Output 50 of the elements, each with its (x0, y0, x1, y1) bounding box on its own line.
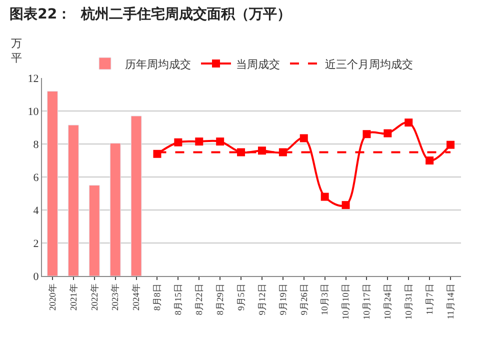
legend-label: 当周成交 (236, 58, 280, 71)
x-tick-label: 9月5日 (236, 284, 246, 311)
bar (130, 116, 142, 276)
x-tick-label: 2024年 (131, 284, 142, 311)
point (446, 140, 455, 149)
point (195, 138, 204, 146)
x-tick-label: 9月12日 (256, 284, 267, 316)
y-tick-label: 2 (33, 238, 39, 250)
x-tick-label: 2020年 (47, 284, 58, 311)
y-tick-label: 10 (28, 106, 40, 118)
y-tick-label: 12 (28, 72, 39, 85)
x-tick-label: 9月19日 (278, 284, 288, 316)
legend-label: 历年周均成交 (125, 58, 191, 71)
x-tick-label: 10月24日 (382, 284, 393, 320)
x-tick-label: 8月15日 (173, 284, 184, 316)
legend-label: 近三个月周均成交 (325, 58, 413, 71)
y-tick-label: 6 (33, 172, 40, 184)
x-tick-label: 9月26日 (298, 284, 309, 316)
x-tick-label: 8月29日 (215, 284, 226, 316)
x-tick-label: 10月17日 (362, 284, 372, 320)
x-tick-label: 2022年 (89, 284, 100, 311)
x-tick-label: 11月7日 (424, 284, 435, 315)
bar (46, 90, 58, 276)
x-tick-label: 11月14日 (445, 284, 456, 320)
point (426, 156, 434, 164)
x-tick-label: 10月31日 (404, 284, 414, 320)
y-axis-title: 万平 (11, 38, 22, 64)
x-tick-label: 8月22日 (194, 284, 204, 316)
y-tick-label: 4 (33, 204, 40, 217)
point (216, 138, 224, 146)
x-tick-label: 8月8日 (152, 284, 162, 311)
point (320, 192, 329, 201)
point (300, 134, 308, 142)
x-tick-label: 2021年 (68, 284, 78, 311)
x-tick-label: 10月3日 (320, 284, 330, 316)
y-tick-label: 0 (33, 270, 40, 283)
x-tick-label: 2023年 (110, 284, 120, 311)
y-tick-label: 8 (33, 138, 40, 151)
x-tick-label: 10月10日 (340, 284, 351, 320)
point (404, 118, 413, 127)
point (362, 130, 371, 138)
point (258, 146, 266, 155)
point (342, 201, 350, 210)
bar (88, 185, 100, 276)
point (237, 148, 246, 156)
point (384, 129, 392, 138)
bar (68, 124, 79, 276)
chart-title: 图表22： 杭州二手住宅周成交面积（万平） (10, 6, 291, 22)
point (174, 138, 182, 146)
bar (110, 142, 121, 276)
